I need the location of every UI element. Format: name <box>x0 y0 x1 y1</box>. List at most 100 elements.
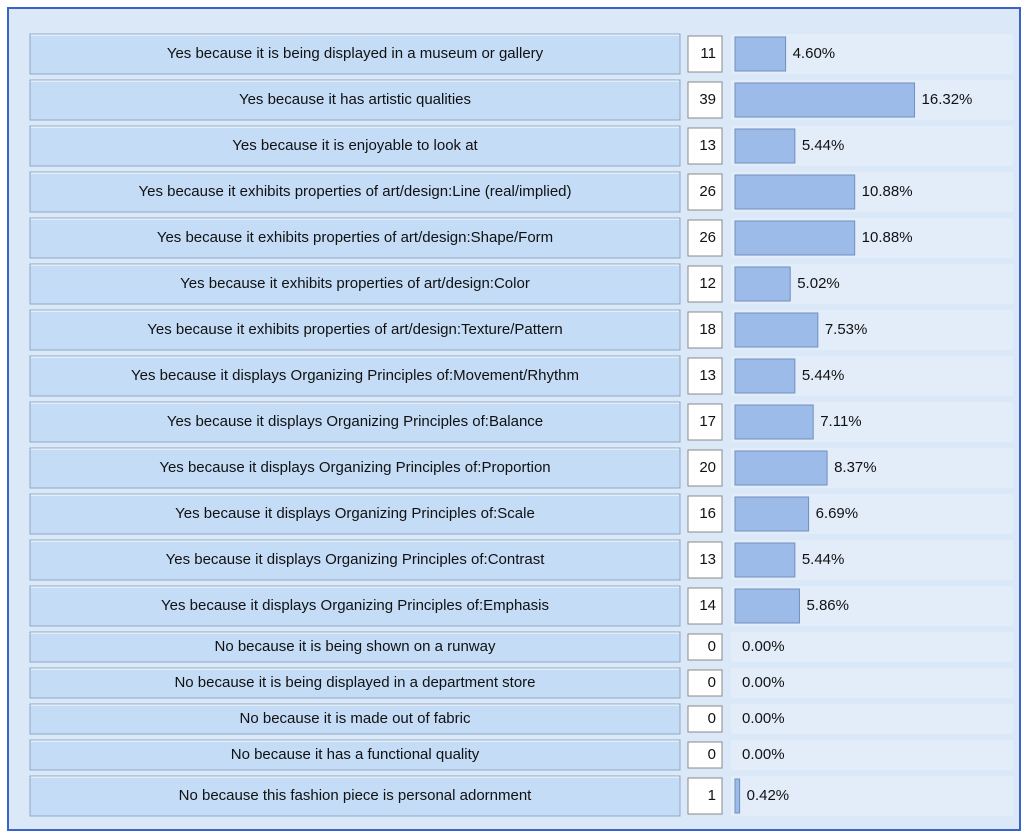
bar <box>734 266 791 302</box>
count-cell <box>687 173 723 211</box>
label-cell <box>29 355 681 397</box>
bar <box>734 82 916 118</box>
category-label: Yes because it exhibits properties of ar… <box>147 321 563 338</box>
label-cell <box>29 493 681 535</box>
count: 0 <box>708 746 716 763</box>
value-label: 5.02% <box>797 275 840 292</box>
label-cell <box>29 667 681 699</box>
count-cell <box>687 449 723 487</box>
bar-track <box>731 632 1013 662</box>
bar-track <box>731 668 1013 698</box>
count-cell <box>687 403 723 441</box>
label-cell <box>29 775 681 817</box>
count: 13 <box>699 137 716 154</box>
count-cell <box>687 127 723 165</box>
count-cell <box>687 265 723 303</box>
value-label: 7.53% <box>825 321 868 338</box>
label-cell <box>29 125 681 167</box>
bar <box>734 36 787 72</box>
category-label: Yes because it is being displayed in a m… <box>167 45 544 62</box>
bar-track <box>731 776 1013 816</box>
bar <box>734 450 828 486</box>
label-cell <box>29 539 681 581</box>
bar <box>734 542 796 578</box>
bar <box>734 496 810 532</box>
bar <box>734 588 800 624</box>
count: 11 <box>700 45 716 62</box>
category-label: Yes because it displays Organizing Princ… <box>159 459 550 476</box>
value-label: 0.00% <box>742 674 785 691</box>
count: 13 <box>699 551 716 568</box>
category-label: Yes because it displays Organizing Princ… <box>167 413 543 430</box>
count-cell <box>687 741 723 769</box>
label-cell <box>29 739 681 771</box>
value-label: 0.00% <box>742 746 785 763</box>
label-cell <box>29 631 681 663</box>
count: 0 <box>708 638 716 655</box>
count: 39 <box>699 91 716 108</box>
count: 16 <box>699 505 716 522</box>
value-label: 0.00% <box>742 638 785 655</box>
count: 13 <box>699 367 716 384</box>
bar <box>734 174 856 210</box>
count: 26 <box>699 183 716 200</box>
category-label: Yes because it exhibits properties of ar… <box>180 275 530 292</box>
category-label: Yes because it has artistic qualities <box>239 91 471 108</box>
count-cell <box>687 705 723 733</box>
category-label: Yes because it is enjoyable to look at <box>232 137 478 154</box>
count-cell <box>687 35 723 73</box>
count: 0 <box>708 710 716 727</box>
value-label: 5.44% <box>802 367 845 384</box>
category-label: No because it is made out of fabric <box>240 710 471 727</box>
count-cell <box>687 587 723 625</box>
bar <box>734 312 819 348</box>
label-cell <box>29 33 681 75</box>
count-cell <box>687 81 723 119</box>
label-cell <box>29 447 681 489</box>
bar <box>734 128 796 164</box>
value-label: 10.88% <box>862 183 913 200</box>
category-label: Yes because it exhibits properties of ar… <box>138 183 571 200</box>
count-cell <box>687 311 723 349</box>
category-label: No because it is being displayed in a de… <box>174 674 535 691</box>
value-label: 5.86% <box>806 597 849 614</box>
value-label: 5.44% <box>802 551 845 568</box>
label-cell <box>29 79 681 121</box>
count: 26 <box>699 229 716 246</box>
count-cell <box>687 541 723 579</box>
bar-track <box>731 740 1013 770</box>
count: 0 <box>708 674 716 691</box>
count: 12 <box>699 275 716 292</box>
label-cell <box>29 171 681 213</box>
bar <box>734 404 814 440</box>
count: 1 <box>708 787 716 804</box>
value-label: 0.00% <box>742 710 785 727</box>
label-cell <box>29 703 681 735</box>
bar <box>734 220 856 256</box>
bar-track <box>731 704 1013 734</box>
bar <box>734 358 796 394</box>
category-label: No because it has a functional quality <box>231 746 480 763</box>
category-label: Yes because it displays Organizing Princ… <box>166 551 546 568</box>
count: 17 <box>699 413 716 430</box>
label-cell <box>29 217 681 259</box>
value-label: 4.60% <box>793 45 836 62</box>
count-cell <box>687 777 723 815</box>
label-cell <box>29 309 681 351</box>
count-cell <box>687 495 723 533</box>
count: 18 <box>699 321 716 338</box>
label-cell <box>29 263 681 305</box>
category-label: Yes because it displays Organizing Princ… <box>175 505 535 522</box>
category-label: Yes because it exhibits properties of ar… <box>157 229 553 246</box>
category-label: No because this fashion piece is persona… <box>179 787 533 804</box>
count-cell <box>687 219 723 257</box>
label-cell <box>29 401 681 443</box>
count-cell <box>687 633 723 661</box>
value-label: 16.32% <box>922 91 973 108</box>
category-label: Yes because it displays Organizing Princ… <box>161 597 549 614</box>
category-label: No because it is being shown on a runway <box>214 638 496 655</box>
value-label: 5.44% <box>802 137 845 154</box>
value-label: 8.37% <box>834 459 877 476</box>
value-label: 7.11% <box>820 413 861 430</box>
